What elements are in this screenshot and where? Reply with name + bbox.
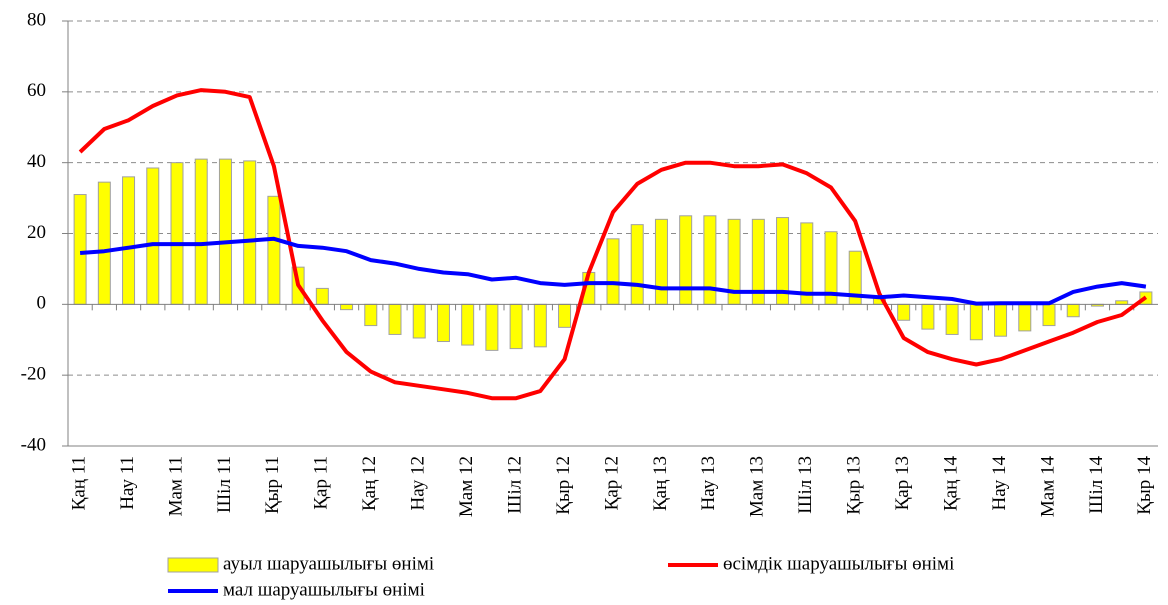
bar	[945, 303, 959, 335]
x-tick-label: Қыр 12	[553, 456, 574, 515]
bar	[654, 218, 668, 305]
bar	[1066, 303, 1080, 318]
bar	[1115, 300, 1129, 305]
bar	[606, 238, 620, 305]
bar	[533, 303, 547, 348]
bar	[364, 303, 378, 327]
y-tick-label: 0	[37, 293, 47, 314]
y-tick-label: 40	[27, 151, 46, 172]
bar	[630, 224, 644, 305]
bar	[558, 303, 572, 328]
legend-label: мал шаруашылығы өнімі	[223, 579, 425, 600]
x-tick-label: Шіл 13	[795, 456, 816, 514]
x-tick-label: Қыр 11	[262, 456, 283, 514]
bar	[243, 160, 257, 305]
bar	[461, 303, 475, 346]
x-tick-label: Нау 13	[698, 456, 719, 510]
x-tick-label: Шіл 14	[1086, 456, 1107, 514]
bar	[994, 303, 1008, 337]
bar	[509, 303, 523, 350]
bar	[1018, 303, 1032, 332]
x-tick-label: Мам 14	[1037, 456, 1058, 518]
x-tick-label: Қыр 13	[844, 456, 865, 515]
x-tick-label: Шіл 12	[504, 456, 525, 514]
x-tick-label: Мам 11	[165, 456, 186, 516]
bar	[1042, 303, 1056, 327]
x-tick-label: Қаң 13	[650, 456, 671, 511]
y-tick-label: -40	[21, 434, 46, 455]
bar	[485, 303, 499, 351]
legend-swatch	[167, 557, 219, 573]
x-tick-label: Нау 11	[117, 456, 138, 510]
bar	[340, 303, 354, 311]
legend-label: ауыл шаруашылығы өнімі	[223, 553, 434, 574]
x-tick-label: Қар 11	[311, 456, 332, 510]
y-tick-label: 20	[27, 222, 46, 243]
x-tick-label: Нау 12	[408, 456, 429, 510]
bar	[412, 303, 426, 339]
x-tick-label: Нау 14	[989, 456, 1010, 511]
x-tick-label: Қаң 12	[359, 456, 380, 511]
x-tick-label: Мам 12	[456, 456, 477, 517]
bar	[436, 303, 450, 343]
y-tick-label: 80	[27, 9, 46, 30]
bar	[194, 158, 208, 305]
legend-label: өсімдік шаруашылығы өнімі	[723, 553, 954, 574]
bar	[97, 181, 111, 305]
y-tick-label: -20	[21, 364, 46, 385]
bar	[218, 158, 232, 305]
bar	[122, 176, 136, 305]
bar	[703, 215, 717, 305]
x-tick-label: Қаң 14	[940, 456, 961, 512]
line-series	[78, 88, 1148, 401]
x-tick-label: Қыр 14	[1134, 456, 1155, 515]
x-tick-label: Мам 13	[747, 456, 768, 517]
line-series	[79, 236, 1147, 306]
bar	[73, 194, 87, 305]
x-tick-label: Қаң 11	[68, 456, 89, 510]
bar	[969, 303, 983, 341]
x-tick-label: Қар 12	[601, 456, 622, 510]
bar	[679, 215, 693, 305]
bar	[315, 287, 329, 305]
x-tick-label: Шіл 11	[214, 456, 235, 513]
bar	[146, 167, 160, 305]
bar	[897, 303, 911, 321]
y-tick-label: 60	[27, 80, 46, 101]
bar	[388, 303, 402, 335]
x-tick-label: Қар 13	[892, 456, 913, 510]
bar	[267, 195, 281, 305]
bar	[921, 303, 935, 330]
bar	[170, 162, 184, 305]
